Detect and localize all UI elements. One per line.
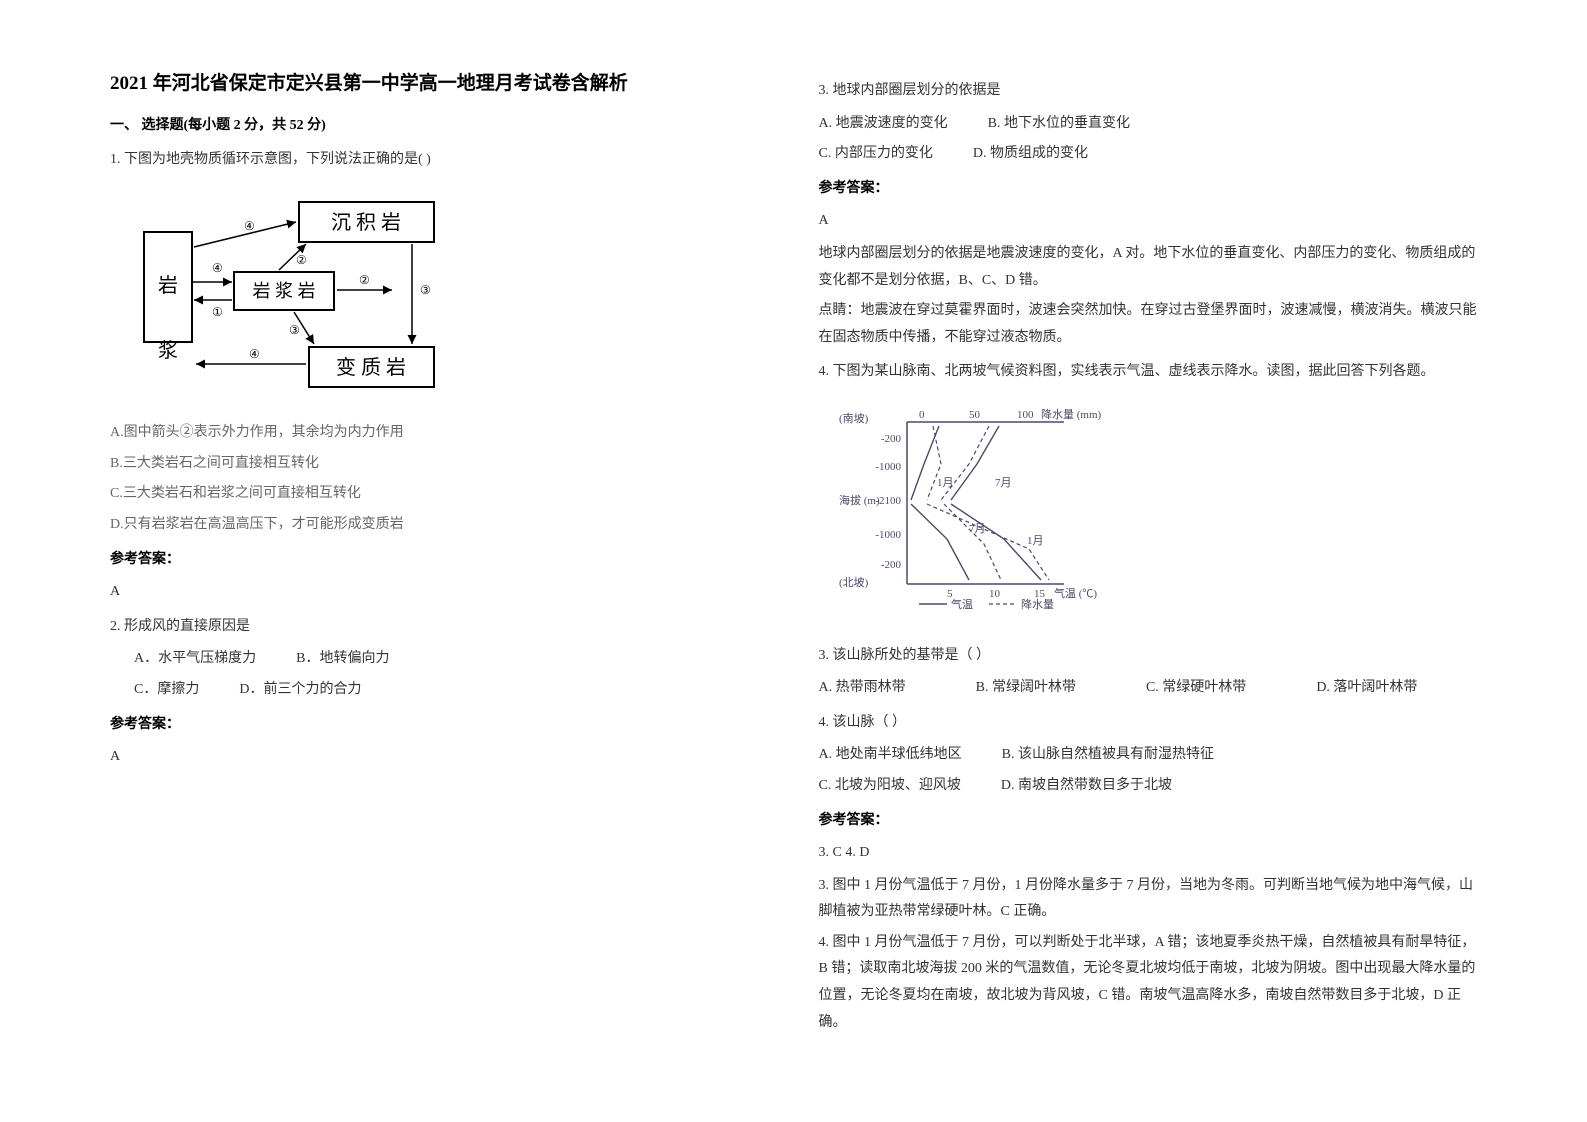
q4-sub4-b: B. 该山脉自然植被具有耐湿热特征 (1002, 742, 1214, 769)
svg-text:(北坡): (北坡) (839, 576, 869, 589)
q3-opt-d: D. 物质组成的变化 (973, 141, 1088, 168)
svg-text:气温 (℃): 气温 (℃) (1054, 586, 1097, 600)
q3-opt-a: A. 地震波速度的变化 (819, 111, 948, 138)
q4-sub4-d: D. 南坡自然带数目多于北坡 (1001, 773, 1172, 800)
label-br: 变 质 岩 (336, 356, 406, 379)
svg-text:降水量 (mm): 降水量 (mm) (1041, 407, 1102, 421)
label-bl: 浆 (158, 339, 178, 362)
q4-sub3-stem: 3. 该山脉所处的基带是（ ） (819, 643, 1478, 670)
q4-analysis4: 4. 图中 1 月份气温低于 7 月份，可以判断处于北半球，A 错；该地夏季炎热… (819, 930, 1478, 1036)
q1-opt-c: C.三大类岩石和岩浆之间可直接相互转化 (110, 481, 769, 508)
q4-answer-label: 参考答案： (819, 808, 1478, 835)
q3-answer-label: 参考答案： (819, 176, 1478, 203)
q3-analysis2: 点睛：地震波在穿过莫霍界面时，波速会突然加快。在穿过古登堡界面时，波速减慢，横波… (819, 298, 1478, 351)
svg-text:②: ② (296, 253, 307, 267)
svg-text:③: ③ (289, 323, 300, 337)
svg-text:降水量: 降水量 (1021, 597, 1054, 611)
svg-text:气温: 气温 (951, 597, 973, 611)
q3-stem: 3. 地球内部圈层划分的依据是 (819, 78, 1478, 105)
svg-text:10: 10 (989, 588, 1001, 600)
q4-chart: 0 50 100 降水量 (mm) 5 10 15 气温 (℃) (南坡) -2… (829, 404, 1478, 625)
q4-sub3-b: B. 常绿阔叶林带 (976, 675, 1076, 702)
q4-sub3-d: D. 落叶阔叶林带 (1316, 675, 1417, 702)
q4-answer: 3. C 4. D (819, 840, 1478, 867)
svg-text:(南坡): (南坡) (839, 412, 869, 425)
q2-answer: A (110, 744, 769, 771)
q4-sub3-c: C. 常绿硬叶林带 (1146, 675, 1246, 702)
svg-text:100: 100 (1017, 409, 1034, 421)
svg-text:①: ① (212, 305, 223, 319)
svg-text:-200: -200 (880, 433, 901, 445)
q4-sub4-stem: 4. 该山脉（ ） (819, 710, 1478, 737)
svg-text:海拔 (m): 海拔 (m) (839, 493, 880, 507)
q2-answer-label: 参考答案： (110, 712, 769, 739)
section-header: 一、 选择题(每小题 2 分，共 52 分) (110, 113, 769, 140)
svg-text:1月: 1月 (937, 477, 954, 489)
q4-pre: 4. 下图为某山脉南、北两坡气候资料图，实线表示气温、虚线表示降水。读图，据此回… (819, 359, 1478, 386)
q4-sub3-a: A. 热带雨林带 (819, 675, 906, 702)
page-title: 2021 年河北省保定市定兴县第一中学高一地理月考试卷含解析 (110, 70, 769, 99)
label-c: 岩 浆 岩 (253, 281, 316, 301)
label-left: 岩 (158, 274, 178, 297)
q4-sub4-a: A. 地处南半球低纬地区 (819, 742, 962, 769)
q4-analysis3: 3. 图中 1 月份气温低于 7 月份，1 月份降水量多于 7 月份，当地为冬雨… (819, 873, 1478, 926)
q4-sub4-c: C. 北坡为阳坡、迎风坡 (819, 773, 961, 800)
q2-opt-c: C．摩擦力 (134, 677, 199, 704)
q2-opt-d: D．前三个力的合力 (239, 677, 361, 704)
svg-text:0: 0 (919, 409, 925, 421)
q3-opt-b: B. 地下水位的垂直变化 (988, 111, 1130, 138)
q1-opt-d: D.只有岩浆岩在高温高压下，才可能形成变质岩 (110, 512, 769, 539)
svg-text:7月: 7月 (995, 477, 1012, 489)
svg-text:-1000: -1000 (875, 461, 901, 473)
q1-opt-b: B.三大类岩石之间可直接相互转化 (110, 451, 769, 478)
q1-answer-label: 参考答案： (110, 547, 769, 574)
q2-opt-a: A．水平气压梯度力 (134, 646, 256, 673)
q1-answer: A (110, 579, 769, 606)
q2-stem: 2. 形成风的直接原因是 (110, 614, 769, 641)
q3-opt-c: C. 内部压力的变化 (819, 141, 933, 168)
svg-text:-200: -200 (880, 559, 901, 571)
q1-stem: 1. 下图为地壳物质循环示意图，下列说法正确的是( ) (110, 147, 769, 174)
svg-text:②: ② (359, 273, 370, 287)
svg-text:50: 50 (969, 409, 981, 421)
svg-text:7月: 7月 (969, 523, 986, 535)
q2-opt-b: B．地转偏向力 (296, 646, 389, 673)
label-tr: 沉 积 岩 (331, 211, 401, 234)
svg-text:④: ④ (244, 219, 255, 233)
svg-text:④: ④ (212, 261, 223, 275)
svg-text:1月: 1月 (1027, 535, 1044, 547)
q3-analysis1: 地球内部圈层划分的依据是地震波速度的变化，A 对。地下水位的垂直变化、内部压力的… (819, 241, 1478, 294)
q1-opt-a: A.图中箭头②表示外力作用，其余均为内力作用 (110, 420, 769, 447)
q1-diagram: 岩 浆 沉 积 岩 岩 浆 岩 变 质 岩 ④ ① ② ④ ② ③ ③ ④ (134, 192, 769, 403)
svg-text:③: ③ (420, 283, 431, 297)
q3-answer: A (819, 208, 1478, 235)
svg-text:-1000: -1000 (875, 529, 901, 541)
svg-text:④: ④ (249, 347, 260, 361)
